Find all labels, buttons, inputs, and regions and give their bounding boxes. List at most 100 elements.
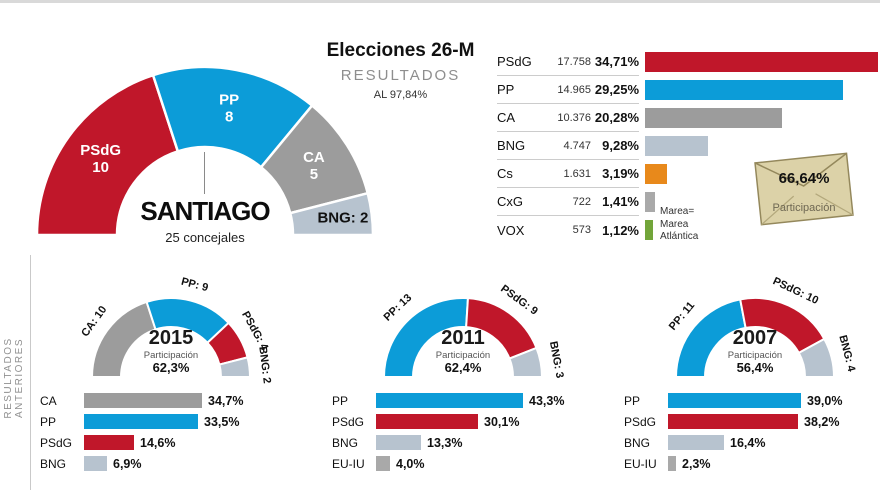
pct-value: 29,25% <box>594 82 639 97</box>
bar <box>84 414 198 429</box>
bar-party-label: BNG <box>40 456 67 471</box>
segment-BNG <box>508 346 544 378</box>
bar-pct-value: 13,3% <box>427 435 463 450</box>
bar-party-label: PP <box>332 393 349 408</box>
bar-pct-value: 38,2% <box>804 414 840 429</box>
bar-pct-value: 39,0% <box>807 393 843 408</box>
bar-pct-value: 14,6% <box>140 435 176 450</box>
pct-value: 3,19% <box>602 166 639 181</box>
bar <box>668 393 801 408</box>
bar <box>84 393 202 408</box>
result-row-VOX: VOX 573 1,12% <box>497 216 878 244</box>
result-bar <box>645 192 655 212</box>
results-subtitle: RESULTADOS <box>340 67 461 84</box>
page-title: Elecciones 26-M <box>326 40 475 61</box>
pct-value: 1,41% <box>602 194 639 209</box>
bars-2011: PP 43,3% PSdG 30,1% BNG 13,3% EU-IU 4,0% <box>330 393 615 471</box>
participation-caption: Participación <box>144 350 198 361</box>
result-row-CA: CA 10.376 20,28% <box>497 104 878 132</box>
bar-pct-value: 34,7% <box>208 393 244 408</box>
main-hemicycle-chart: PSdG 10 PP 8 CA 5 BNG: 2 <box>15 30 405 245</box>
segment-label-BNG: BNG: 2 <box>317 210 368 227</box>
bar-party-label: BNG <box>332 435 359 450</box>
bar-party-label: PP <box>40 414 57 429</box>
panel-2015: CA: 10 PP: 9 PSdG: 4 BNG: 2 2015 Participació… <box>38 253 323 493</box>
bar-party-label: PSdG <box>332 414 365 429</box>
votes-value: 10.376 <box>557 111 591 124</box>
bar-pct-value: 16,4% <box>730 435 766 450</box>
votes-value: 1.631 <box>563 167 591 180</box>
segment-label-PP: PP: 9 <box>180 276 210 294</box>
bar-pct-value: 33,5% <box>204 414 240 429</box>
participation-box: 66,64% Participación <box>748 142 860 237</box>
result-bar <box>645 220 653 240</box>
bar-party-label: EU-IU <box>624 456 657 471</box>
main-hemicycle-svg: PSdG 10 PP 8 CA 5 BNG: 2 <box>35 65 375 237</box>
segment-BNG <box>218 356 252 378</box>
pct-value: 1,12% <box>602 222 639 238</box>
note-line: Atlántica <box>660 231 699 242</box>
panel-2007: PP: 11 PSdG: 10 BNG: 4 2007 Participación 56,… <box>622 253 880 493</box>
bar-pct-value: 2,3% <box>682 456 711 471</box>
party-label: PSdG <box>497 54 532 69</box>
bar-pct-value: 43,3% <box>529 393 565 408</box>
segment-label-PP: PP 8 <box>219 91 239 125</box>
bar-row-PSdG: PSdG 30,1% <box>332 414 615 429</box>
segment-BNG <box>288 191 375 237</box>
headline: Elecciones 26-M RESULTADOS AL 97,84% <box>323 40 478 101</box>
bar <box>376 414 478 429</box>
party-label: CA <box>497 110 516 125</box>
bar-pct-value: 6,9% <box>113 456 142 471</box>
votes-value: 4.747 <box>563 139 591 152</box>
bar-party-label: CA <box>40 393 57 408</box>
bar <box>668 435 724 450</box>
votes-value: 17.758 <box>557 55 591 68</box>
counted-percentage: AL 97,84% <box>373 89 428 101</box>
bar-row-PP: PP 43,3% <box>332 393 615 408</box>
bar-row-BNG: BNG 16,4% <box>624 435 880 450</box>
party-label: CxG <box>497 194 523 209</box>
bar-row-CA: CA 34,7% <box>40 393 323 408</box>
bar <box>376 456 390 471</box>
result-row-Cs: Cs 1.631 3,19% <box>497 160 878 188</box>
votes-value: 14.965 <box>557 83 591 96</box>
party-label: Cs <box>497 166 513 181</box>
year-label: 2011 <box>441 327 484 349</box>
participation-value: 56,4% <box>737 360 774 375</box>
bar-party-label: BNG <box>624 435 651 450</box>
segment-BNG <box>797 337 836 378</box>
result-row-meta: BNG 4.747 9,28% <box>497 132 639 160</box>
bar-row-EU-IU: EU-IU 2,3% <box>624 456 880 471</box>
segment-label-BNG: BNG: 2 <box>256 346 273 384</box>
bar-party-label: EU-IU <box>332 456 365 471</box>
participation-value: 62,3% <box>153 360 190 375</box>
bar-pct-value: 30,1% <box>484 414 520 429</box>
note-line: Marea= <box>660 206 695 217</box>
bars-2007: PP 39,0% PSdG 38,2% BNG 16,4% EU-IU 2,3% <box>622 393 880 471</box>
bar-row-BNG: BNG 6,9% <box>40 456 323 471</box>
previous-results-label: RESULTADOS ANTERIORES <box>3 337 25 419</box>
segment-label-CA: CA 5 <box>303 149 325 183</box>
result-row-meta: Cs 1.631 3,19% <box>497 160 639 188</box>
bar-party-label: PSdG <box>624 414 657 429</box>
result-row-PP: PP 14.965 29,25% <box>497 76 878 104</box>
bar-party-label: PP <box>624 393 641 408</box>
pct-value: 9,28% <box>602 138 639 153</box>
leader-line <box>204 152 205 194</box>
result-row-CxG: CxG 722 1,41% <box>497 188 878 216</box>
party-label: VOX <box>497 222 525 238</box>
bar <box>668 456 676 471</box>
bar-row-PSdG: PSdG 14,6% <box>40 435 323 450</box>
participation-label: Participación <box>772 202 836 214</box>
result-bar <box>645 164 667 184</box>
year-label: 2015 <box>149 327 194 349</box>
bar-row-EU-IU: EU-IU 4,0% <box>332 456 615 471</box>
result-row-BNG: BNG 4.747 9,28% <box>497 132 878 160</box>
bar <box>84 435 134 450</box>
result-row-meta: CA 10.376 20,28% <box>497 104 639 132</box>
year-label: 2007 <box>733 327 778 349</box>
